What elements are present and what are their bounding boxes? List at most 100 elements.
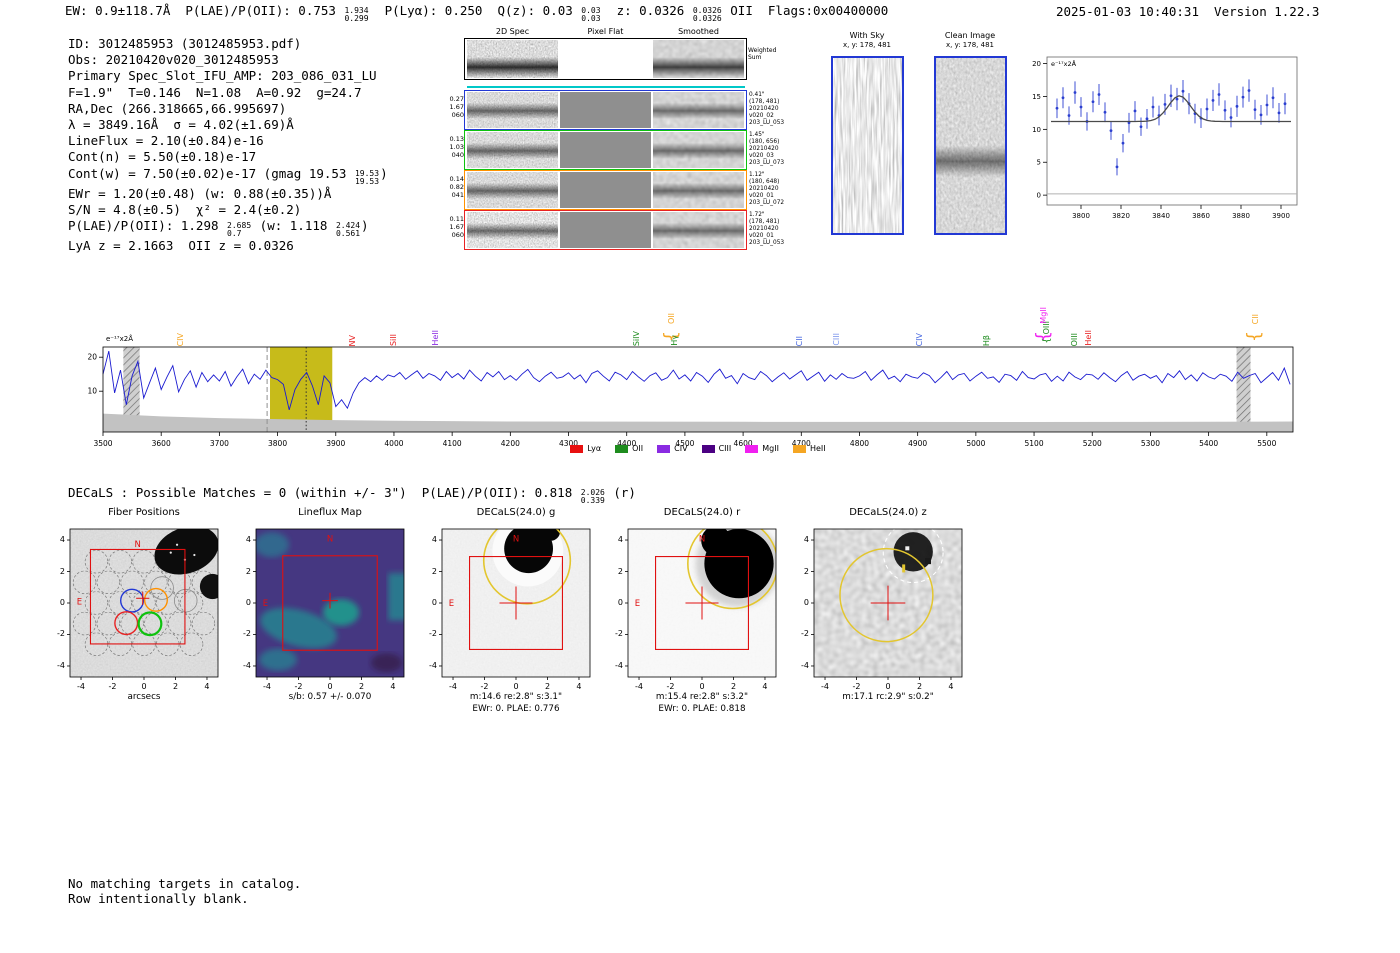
spec2d-row-border (464, 130, 747, 170)
info-text: LyA z = 2.1663 OII z = 0.0326 (68, 238, 294, 254)
y-tick-label: -2 (429, 629, 437, 639)
header-datetime: 2025-01-03 10:40:31 Version 1.22.3 (1056, 4, 1320, 19)
spectrum-legend: Lyα OII CIV CIII MgII HeII (103, 444, 1293, 453)
line-label-civ: CIV (174, 333, 188, 346)
cutout-title-3: DECaLS(24.0) r (663, 507, 741, 518)
lower-value: 0.7 (227, 229, 242, 239)
x-tick-label: 4 (576, 682, 582, 691)
x-tick-label: 4 (390, 682, 396, 691)
info-text: ) (361, 218, 369, 234)
cutout-caption: EWr: 0. PLAE: 0.776 (472, 704, 560, 714)
annotation-line: (180, 656) (749, 138, 780, 145)
header-text: OII Flags:0x00400000 (722, 3, 889, 18)
svg-text:20: 20 (1032, 60, 1041, 68)
info-line-12: LyA z = 2.1663 OII z = 0.0326 (68, 238, 388, 254)
spec2d-col-header-pixelflat: Pixel Flat (587, 27, 624, 36)
doublet-brace: } (1244, 330, 1266, 343)
weight-value: 0.13 (449, 135, 464, 143)
spec2d-sum-flat-empty (560, 40, 651, 78)
x-tick-label: -4 (635, 682, 643, 691)
line-label-siiv: SiIV (629, 331, 643, 346)
x-tick-label: 2 (172, 682, 179, 691)
y-tick-label: -4 (429, 660, 437, 670)
weight-value: 1.67 (449, 103, 464, 111)
spec2d-col-header-2dspec: 2D Spec (495, 27, 530, 36)
spec2d-row-2d-image (467, 172, 558, 208)
x-tick-label: 0 (327, 682, 333, 691)
line-label-oiii: OIII (1068, 333, 1082, 346)
info-uncertainty: 2.685 0.7 (227, 222, 251, 238)
x-tick-label: -2 (852, 682, 861, 691)
upper-value: 2.424 (335, 221, 361, 231)
y-tick-label: 0 (245, 598, 251, 607)
fiber-positions-image (70, 529, 218, 677)
weight-value: 0.27 (449, 95, 464, 103)
gaussian-fit-curve (1051, 95, 1291, 123)
x-tick-label: 0 (699, 682, 705, 691)
full-spectrum-plot: 3500 3600 3700 3800 3900 4000 4100 4200 4300 4400… (87, 346, 1294, 448)
line-label-text: OII (667, 312, 677, 324)
upper-value: 1.934 (344, 6, 369, 15)
y-tick-label: -4 (801, 660, 809, 670)
annotation-line: (178, 481) (749, 98, 780, 105)
line-label-text: CIV (915, 332, 925, 346)
x-tick-label: -4 (821, 682, 829, 691)
info-text: λ = 3849.16Å σ = 4.02(±1.69)Å (68, 117, 294, 133)
decals-g-image (442, 529, 590, 677)
info-line-0: ID: 3012485953 (3012485953.pdf) (68, 36, 388, 52)
spec2d-row-annotations: 1.72" (178, 481) 20210420 v020_01 203_LU_053 (749, 212, 797, 247)
lower-value: 0.0326 (692, 14, 722, 23)
legend-item-mgii: MgII (745, 444, 779, 453)
legend-swatch (792, 444, 806, 453)
header-uncertainty: 0.0326 0.0326 (693, 7, 722, 23)
info-line-9: EWr = 1.20(±0.48) (w: 0.88(±0.35))Å (68, 186, 388, 202)
decals-z-image (814, 529, 962, 677)
info-line-4: RA,Dec (266.318665,66.995697) (68, 101, 388, 117)
legend-label: Lyα (587, 444, 602, 453)
spec2d-row-smoothed-image (653, 132, 744, 168)
x-tick-label: -2 (294, 682, 303, 691)
weight-value: 0.82 (449, 183, 464, 191)
annotation-line: 1.45" (749, 132, 765, 138)
info-text: EWr = 1.20(±0.48) (w: 0.88(±0.35))Å (68, 185, 332, 201)
legend-label: CIV (674, 444, 688, 453)
spectrum-flux-units-annotation: e⁻¹⁷x2Å (106, 335, 133, 343)
cutout-title-0: Fiber Positions (108, 507, 180, 518)
info-block: ID: 3012485953 (3012485953.pdf) Obs: 2021… (68, 36, 388, 254)
info-line-10: S/N = 4.8(±0.5) χ² = 2.4(±0.2) (68, 202, 388, 218)
info-text: P(LAE)/P(OII): 1.298 (68, 218, 227, 234)
info-line-3: F=1.9" T=0.146 N=1.08 A=0.92 g=24.7 (68, 85, 388, 101)
info-line-7: Cont(n) = 5.50(±0.18)e-17 (68, 149, 388, 165)
upper-value: 19.53 (354, 168, 380, 178)
annotation-line: 20210420 (749, 105, 779, 112)
line-label-ciii: CIII (829, 333, 843, 346)
header-uncertainty: 0.03 0.03 (581, 7, 600, 23)
spec2d-row-2d-image (467, 92, 558, 128)
annotation-line: 203_LU_073 (749, 159, 785, 166)
annotation-line: v020_03 (749, 152, 774, 159)
y-tick-label: -2 (615, 629, 623, 639)
info-line-11: P(LAE)/P(OII): 1.298 2.685 0.7 (w: 1.118 … (68, 218, 388, 238)
legend-label: HeII (809, 444, 826, 453)
line-label-hβ: Hβ (980, 335, 994, 346)
cutout-caption: m:17.1 rc:2.9" s:0.2" (842, 692, 934, 702)
info-uncertainty: 2.424 0.561 (336, 222, 360, 238)
info-text: Obs: 20210420v020_3012485953 (68, 52, 279, 68)
svg-text:10: 10 (87, 387, 97, 396)
line-label-text: CII (1250, 313, 1260, 324)
clean-image-coords: x, y: 178, 481 (946, 41, 994, 49)
x-tick-label: -2 (108, 682, 117, 691)
legend-label: OII (632, 444, 644, 453)
clean-image-border (934, 56, 1007, 235)
spec2d-row-2d-image (467, 132, 558, 168)
info-text: (w: 1.118 (252, 218, 335, 234)
weight-value: 0.14 (449, 175, 464, 183)
legend-swatch (701, 444, 715, 453)
spec2d-row-annotations: 1.45" (180, 656) 20210420 v020_03 203_LU_073 (749, 132, 797, 167)
line-label-text: SiII (388, 333, 398, 346)
spec2d-row-border (464, 170, 747, 210)
annotation-line: v020_01 (749, 192, 774, 199)
target-crosshair (322, 592, 338, 609)
weight-value: 1.03 (449, 143, 464, 151)
weighted-sum-label-2: Sum (748, 54, 762, 61)
